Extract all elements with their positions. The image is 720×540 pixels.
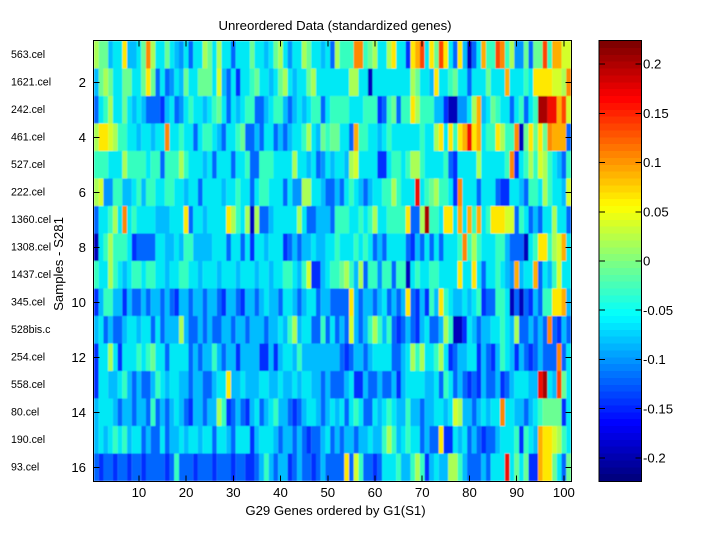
svg-text:50: 50 [320, 485, 335, 500]
svg-text:8: 8 [79, 240, 86, 255]
svg-text:345.cel: 345.cel [11, 296, 45, 308]
svg-text:0.15: 0.15 [643, 106, 669, 121]
svg-text:190.cel: 190.cel [11, 434, 45, 446]
svg-text:G29 Genes ordered by G1(S1): G29 Genes ordered by G1(S1) [245, 503, 425, 518]
svg-text:254.cel: 254.cel [11, 351, 45, 363]
svg-text:527.cel: 527.cel [11, 159, 45, 171]
svg-text:10: 10 [132, 485, 147, 500]
svg-text:-0.1: -0.1 [643, 352, 666, 367]
svg-text:-0.05: -0.05 [643, 303, 673, 318]
svg-text:30: 30 [226, 485, 241, 500]
svg-text:60: 60 [368, 485, 383, 500]
svg-text:93.cel: 93.cel [11, 461, 39, 473]
svg-text:242.cel: 242.cel [11, 104, 45, 116]
svg-text:80: 80 [462, 485, 477, 500]
svg-text:90: 90 [509, 485, 524, 500]
svg-text:-0.15: -0.15 [643, 401, 673, 416]
svg-text:70: 70 [415, 485, 430, 500]
svg-text:Unreordered Data (standardized: Unreordered Data (standardized genes) [218, 18, 451, 33]
svg-text:558.cel: 558.cel [11, 379, 45, 391]
svg-text:0: 0 [643, 254, 650, 269]
svg-text:0.05: 0.05 [643, 205, 669, 220]
svg-text:4: 4 [79, 130, 86, 145]
svg-text:100: 100 [553, 485, 575, 500]
svg-text:1308.cel: 1308.cel [11, 241, 51, 253]
svg-text:2: 2 [79, 75, 86, 90]
svg-text:528bis.c: 528bis.c [11, 324, 51, 336]
svg-text:6: 6 [79, 185, 86, 200]
svg-text:1360.cel: 1360.cel [11, 214, 51, 226]
svg-text:0.1: 0.1 [643, 155, 661, 170]
svg-text:1437.cel: 1437.cel [11, 269, 51, 281]
svg-text:12: 12 [71, 350, 86, 365]
svg-text:1621.cel: 1621.cel [11, 77, 51, 89]
svg-text:80.cel: 80.cel [11, 406, 39, 418]
svg-text:-0.2: -0.2 [643, 451, 666, 466]
svg-text:40: 40 [273, 485, 288, 500]
svg-text:20: 20 [179, 485, 194, 500]
svg-text:16: 16 [71, 460, 86, 475]
svg-text:14: 14 [71, 405, 86, 420]
svg-text:10: 10 [71, 295, 86, 310]
svg-text:563.cel: 563.cel [11, 49, 45, 61]
svg-text:461.cel: 461.cel [11, 131, 45, 143]
svg-text:222.cel: 222.cel [11, 186, 45, 198]
svg-text:0.2: 0.2 [643, 57, 661, 72]
svg-text:Samples - S281: Samples - S281 [51, 217, 66, 311]
